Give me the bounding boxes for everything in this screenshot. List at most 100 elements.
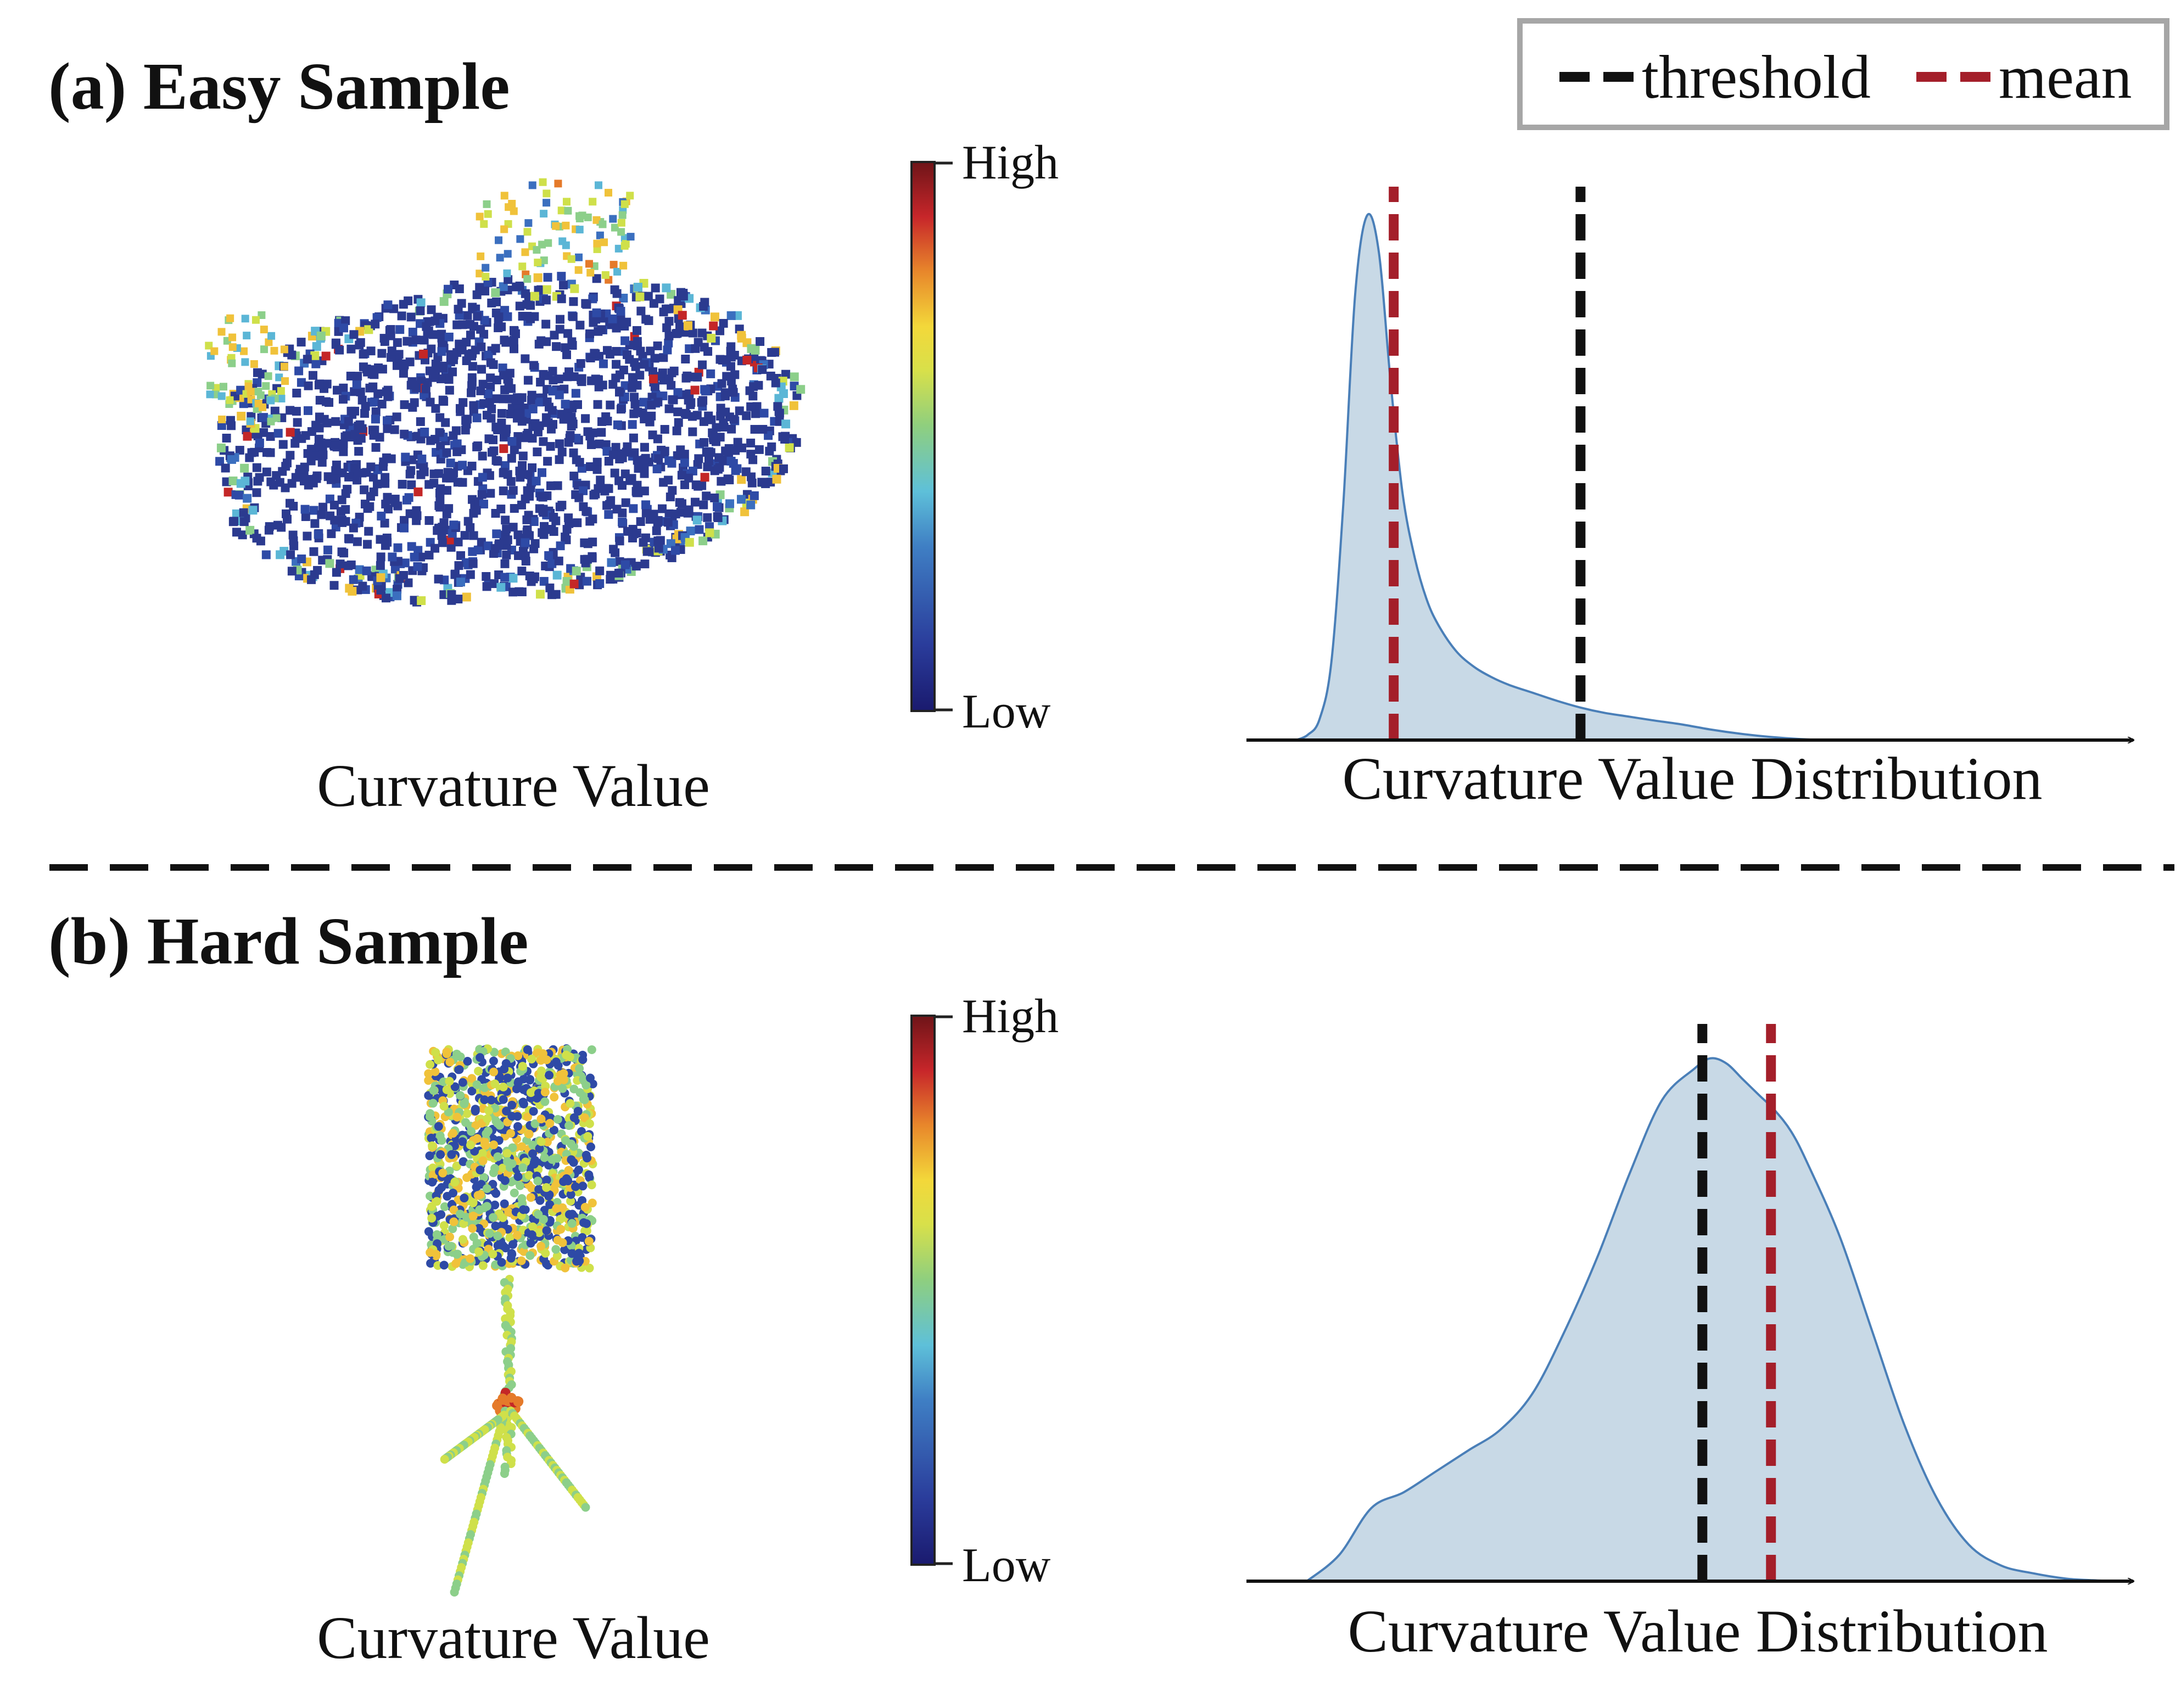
point	[519, 1085, 528, 1094]
point	[501, 427, 511, 436]
point	[429, 373, 439, 382]
point	[518, 311, 527, 321]
point	[513, 1122, 522, 1131]
point	[437, 347, 446, 356]
point	[518, 1097, 528, 1107]
point	[400, 516, 409, 525]
point	[307, 427, 316, 436]
point	[393, 338, 402, 347]
point	[458, 1235, 468, 1244]
point	[518, 1062, 527, 1071]
point	[206, 390, 214, 399]
point	[309, 506, 318, 515]
point	[663, 518, 673, 527]
point	[616, 405, 625, 414]
point	[228, 343, 237, 351]
point	[614, 388, 624, 397]
point	[750, 491, 759, 500]
point	[555, 324, 564, 334]
point	[381, 500, 390, 509]
point	[341, 517, 350, 526]
point	[482, 572, 491, 581]
point	[448, 1224, 457, 1234]
point	[480, 1083, 489, 1093]
density-area	[1295, 212, 1889, 742]
point	[323, 545, 333, 555]
point	[315, 412, 324, 422]
point	[546, 424, 556, 434]
point	[530, 572, 540, 581]
point	[632, 528, 641, 537]
point	[526, 314, 535, 323]
point	[529, 517, 539, 527]
point	[478, 1261, 488, 1270]
point	[484, 541, 493, 551]
point	[411, 509, 421, 519]
point	[346, 344, 356, 354]
point	[541, 1248, 550, 1258]
point	[574, 1248, 584, 1258]
point	[462, 592, 471, 602]
point	[400, 360, 409, 369]
point	[659, 353, 668, 362]
point	[506, 1392, 517, 1403]
point	[543, 199, 551, 207]
point	[666, 492, 675, 502]
point	[444, 284, 453, 294]
point	[408, 402, 417, 412]
point	[524, 219, 533, 227]
point	[557, 272, 566, 281]
point	[429, 1086, 438, 1095]
point	[470, 1146, 479, 1156]
point	[416, 470, 426, 479]
point	[678, 311, 687, 320]
point	[321, 351, 331, 361]
point	[206, 382, 215, 390]
point	[584, 213, 592, 221]
point	[344, 417, 353, 426]
point	[479, 1173, 489, 1182]
point	[613, 420, 622, 429]
point	[551, 1245, 561, 1254]
point	[525, 1074, 535, 1084]
point	[331, 417, 340, 426]
point	[458, 478, 467, 487]
point	[434, 574, 443, 584]
point	[581, 1080, 591, 1090]
point	[413, 562, 422, 571]
point	[653, 341, 662, 350]
point	[528, 463, 537, 472]
point	[458, 320, 467, 329]
point	[449, 520, 458, 530]
point	[483, 1114, 492, 1123]
point	[664, 331, 674, 340]
point	[664, 509, 674, 518]
point	[541, 295, 551, 305]
point	[437, 1136, 446, 1145]
point	[417, 596, 426, 606]
point	[467, 1074, 477, 1083]
point	[482, 1184, 491, 1193]
point	[729, 388, 738, 397]
point	[571, 1182, 580, 1191]
point	[664, 317, 674, 326]
point	[673, 388, 683, 397]
point	[704, 456, 713, 466]
point	[349, 523, 358, 533]
point	[463, 1057, 472, 1066]
point	[612, 289, 622, 298]
point	[599, 220, 607, 228]
point	[504, 378, 513, 388]
point	[528, 1149, 538, 1158]
point	[273, 520, 283, 530]
point	[280, 345, 288, 354]
point	[438, 1168, 448, 1178]
point	[442, 448, 451, 457]
point	[544, 551, 553, 560]
point	[461, 558, 471, 567]
point	[669, 395, 678, 405]
point	[527, 390, 536, 400]
point	[503, 312, 512, 321]
point	[761, 479, 770, 489]
